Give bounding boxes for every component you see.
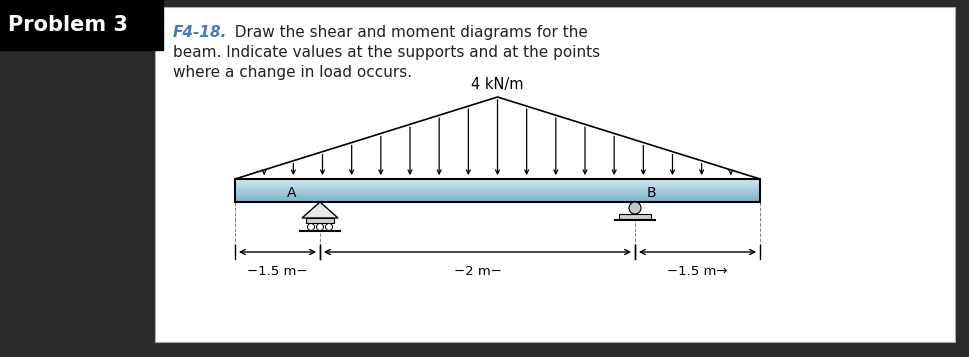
Text: beam. Indicate values at the supports and at the points: beam. Indicate values at the supports an… (172, 45, 600, 60)
Text: Draw the shear and moment diagrams for the: Draw the shear and moment diagrams for t… (225, 25, 587, 40)
Bar (234, 197, 760, 198)
Bar (234, 198, 760, 200)
Circle shape (316, 223, 324, 231)
Text: where a change in load occurs.: where a change in load occurs. (172, 65, 412, 80)
Bar (234, 183, 760, 185)
Bar (618, 214, 650, 219)
Bar (234, 189, 760, 191)
Circle shape (628, 202, 641, 214)
Text: 4 kN/m: 4 kN/m (471, 77, 523, 92)
Text: −2 m−: −2 m− (453, 265, 501, 278)
Bar (234, 182, 760, 183)
Bar (155, 7, 954, 342)
Bar (234, 180, 760, 181)
Text: −1.5 m−: −1.5 m− (247, 265, 307, 278)
Text: F4-18.: F4-18. (172, 25, 227, 40)
Bar (234, 196, 760, 197)
Bar (234, 179, 760, 202)
Text: B: B (646, 186, 656, 200)
Bar (0, 0, 163, 50)
Circle shape (326, 223, 332, 231)
Text: A: A (286, 186, 296, 200)
Bar (234, 195, 760, 196)
Bar (234, 200, 760, 201)
Bar (234, 192, 760, 193)
Bar (234, 201, 760, 202)
Bar (234, 185, 760, 186)
Circle shape (307, 223, 314, 231)
Text: −1.5 m→: −1.5 m→ (667, 265, 727, 278)
Bar (234, 186, 760, 187)
Polygon shape (301, 202, 337, 218)
Bar (234, 194, 760, 195)
Bar (305, 218, 333, 223)
Bar (234, 187, 760, 188)
Bar (234, 188, 760, 189)
Text: Problem 3: Problem 3 (8, 15, 128, 35)
Bar (234, 193, 760, 194)
Bar (234, 181, 760, 182)
Bar (234, 179, 760, 180)
Bar (234, 191, 760, 192)
